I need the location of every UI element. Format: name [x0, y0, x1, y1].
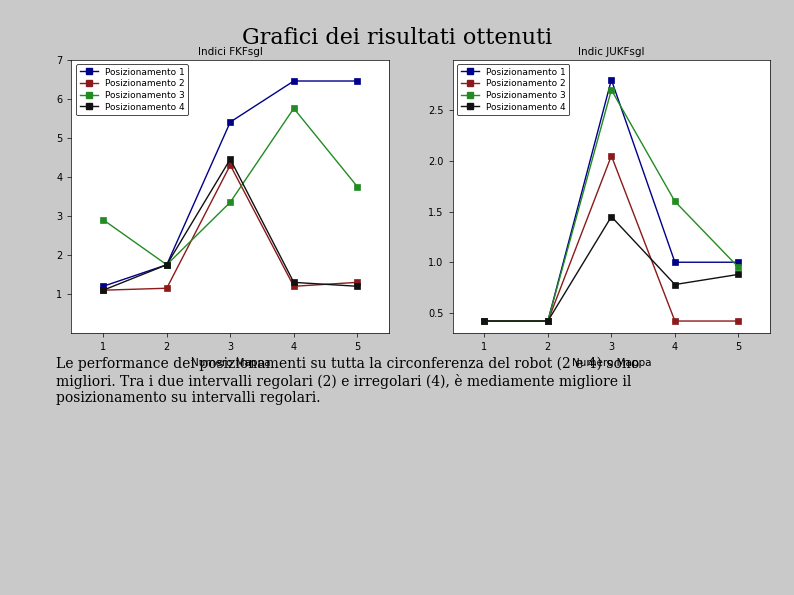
Title: Indic JUKFsgl: Indic JUKFsgl — [578, 48, 645, 57]
X-axis label: Numero Mappa: Numero Mappa — [191, 358, 270, 368]
Title: Indici FKFsgl: Indici FKFsgl — [198, 48, 263, 57]
Legend: Posizionamento 1, Posizionamento 2, Posizionamento 3, Posizionamento 4: Posizionamento 1, Posizionamento 2, Posi… — [76, 64, 188, 115]
Text: Grafici dei risultati ottenuti: Grafici dei risultati ottenuti — [242, 27, 552, 49]
Legend: Posizionamento 1, Posizionamento 2, Posizionamento 3, Posizionamento 4: Posizionamento 1, Posizionamento 2, Posi… — [457, 64, 569, 115]
X-axis label: Numero Mappa: Numero Mappa — [572, 358, 651, 368]
Text: Le performance dei posizionamenti su tutta la circonferenza del robot (2 e 4) so: Le performance dei posizionamenti su tut… — [56, 357, 639, 405]
